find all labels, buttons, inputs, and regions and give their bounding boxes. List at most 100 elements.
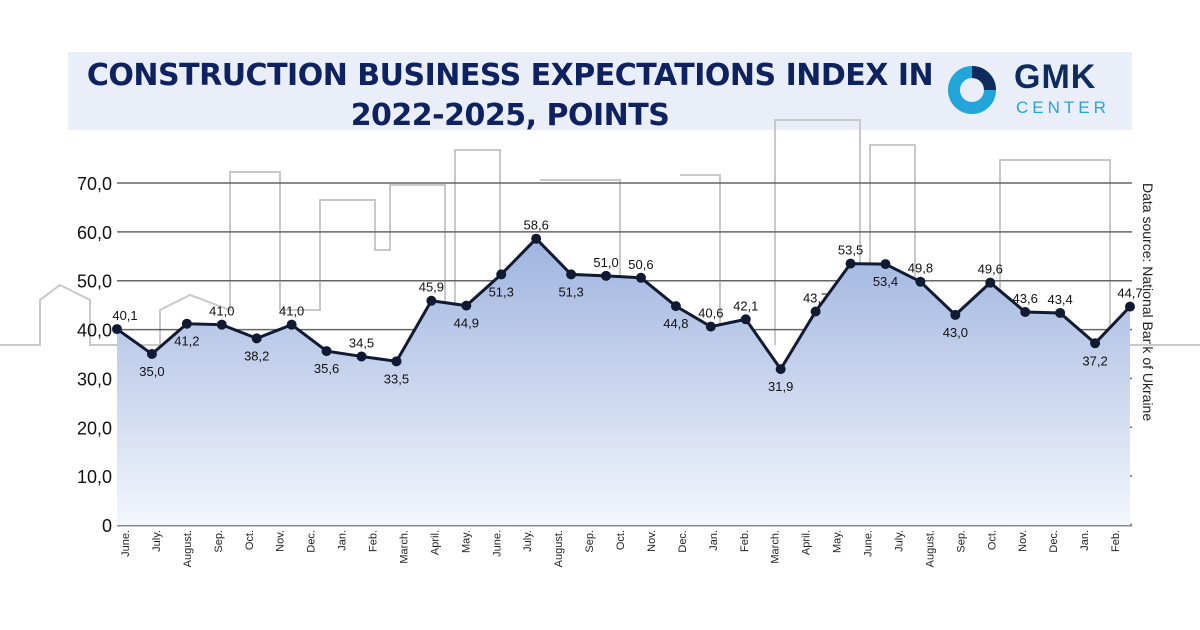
x-tick-label: May. <box>832 530 844 553</box>
data-point <box>1055 307 1066 318</box>
y-tick-label: 20,0 <box>77 418 112 438</box>
data-point <box>740 314 751 325</box>
x-tick-label: Nov. <box>646 530 658 552</box>
data-label: 41,2 <box>174 334 199 349</box>
x-tick-label: August. <box>924 530 936 567</box>
x-tick-label: Feb. <box>739 530 751 552</box>
data-point <box>426 295 437 306</box>
x-tick-label: Jan. <box>1079 530 1091 551</box>
data-label: 44,8 <box>663 316 688 331</box>
gmk-center-logo: GMK CENTER <box>944 58 1124 122</box>
data-point <box>915 276 926 287</box>
data-label: 58,6 <box>524 218 549 233</box>
x-tick-label: Sep. <box>213 530 225 553</box>
x-tick-label: Oct. <box>244 530 256 550</box>
data-point <box>1090 338 1101 349</box>
x-tick-label: March. <box>770 530 782 564</box>
data-label: 43,7 <box>803 290 828 305</box>
data-label: 35,0 <box>139 364 164 379</box>
data-label: 34,5 <box>349 335 374 350</box>
data-point <box>112 324 122 335</box>
data-point <box>705 321 716 332</box>
data-label: 41,0 <box>209 304 234 319</box>
data-label: 51,0 <box>593 255 618 270</box>
data-point <box>286 319 297 330</box>
data-label: 42,1 <box>733 298 758 313</box>
data-point <box>531 233 542 244</box>
x-tick-label: Nov. <box>275 530 287 552</box>
x-tick-label: March. <box>398 530 410 564</box>
x-tick-label: Oct. <box>986 530 998 550</box>
y-tick-label: 10,0 <box>77 467 112 487</box>
area-fill <box>117 238 1130 525</box>
data-label: 45,9 <box>419 280 444 295</box>
y-tick-label: 40,0 <box>77 321 112 341</box>
data-point <box>810 306 821 317</box>
data-point <box>566 269 577 280</box>
x-tick-label: Jan. <box>708 530 720 551</box>
x-tick-label: May. <box>460 530 472 553</box>
chart-title: CONSTRUCTION BUSINESS EXPECTATIONS INDEX… <box>86 58 934 133</box>
x-tick-label: June. <box>120 530 132 557</box>
x-tick-label: June. <box>491 530 503 557</box>
y-tick-label: 50,0 <box>77 272 112 292</box>
x-tick-label: Dec. <box>677 530 689 553</box>
data-label: 50,6 <box>628 257 653 272</box>
x-tick-label: July. <box>522 530 534 552</box>
data-point <box>496 269 507 280</box>
data-label: 44,9 <box>454 316 479 331</box>
data-label: 38,2 <box>244 348 269 363</box>
x-tick-label: Dec. <box>1048 530 1060 553</box>
x-tick-label: Feb. <box>1110 530 1122 552</box>
data-label: 49,6 <box>978 262 1003 277</box>
data-label: 41,0 <box>279 304 304 319</box>
data-label: 44,7 <box>1117 286 1142 301</box>
data-label: 49,8 <box>908 261 933 276</box>
data-label: 53,4 <box>873 274 898 289</box>
data-point <box>461 300 472 311</box>
x-tick-label: August. <box>182 530 194 567</box>
x-tick-label: Dec. <box>306 530 318 553</box>
data-point <box>635 272 646 283</box>
data-label: 53,5 <box>838 243 863 258</box>
data-label: 43,6 <box>1013 291 1038 306</box>
data-point <box>880 259 891 270</box>
x-tick-label: July. <box>151 530 163 552</box>
x-tick-label: Jan. <box>337 530 349 551</box>
data-point <box>950 309 961 320</box>
data-label: 43,4 <box>1047 292 1072 307</box>
y-tick-label: 60,0 <box>77 223 112 243</box>
data-label: 51,3 <box>558 284 583 299</box>
data-source-note: Data source: National Bank of Ukraine <box>1140 183 1156 422</box>
data-label: 43,0 <box>943 325 968 340</box>
data-point <box>216 319 227 330</box>
x-tick-label: Sep. <box>955 530 967 553</box>
data-label: 35,6 <box>314 361 339 376</box>
data-label: 51,3 <box>489 284 514 299</box>
data-label: 37,2 <box>1082 353 1107 368</box>
data-point <box>146 349 157 359</box>
data-label: 33,5 <box>384 371 409 386</box>
data-point <box>391 356 402 367</box>
data-point <box>356 351 367 362</box>
x-tick-label: Oct. <box>615 530 627 550</box>
x-tick-label: Sep. <box>584 530 596 553</box>
data-label: 31,9 <box>768 379 793 394</box>
logo-ring-icon <box>948 66 996 114</box>
x-tick-label: June. <box>863 530 875 557</box>
series-line <box>116 236 1132 372</box>
data-label: 40,6 <box>698 306 723 321</box>
data-point <box>181 318 192 329</box>
city-skyline-background <box>0 119 1200 346</box>
y-tick-label: 70,0 <box>77 174 112 194</box>
data-point <box>251 333 262 344</box>
data-label: 40,1 <box>112 308 137 323</box>
x-tick-label: April. <box>429 530 441 555</box>
y-tick-label: 30,0 <box>77 369 112 389</box>
data-point <box>1125 301 1135 312</box>
x-tick-label: August. <box>553 530 565 567</box>
data-point <box>601 270 612 281</box>
logo-subtext: CENTER <box>1016 98 1110 117</box>
x-tick-label: July. <box>893 530 905 552</box>
